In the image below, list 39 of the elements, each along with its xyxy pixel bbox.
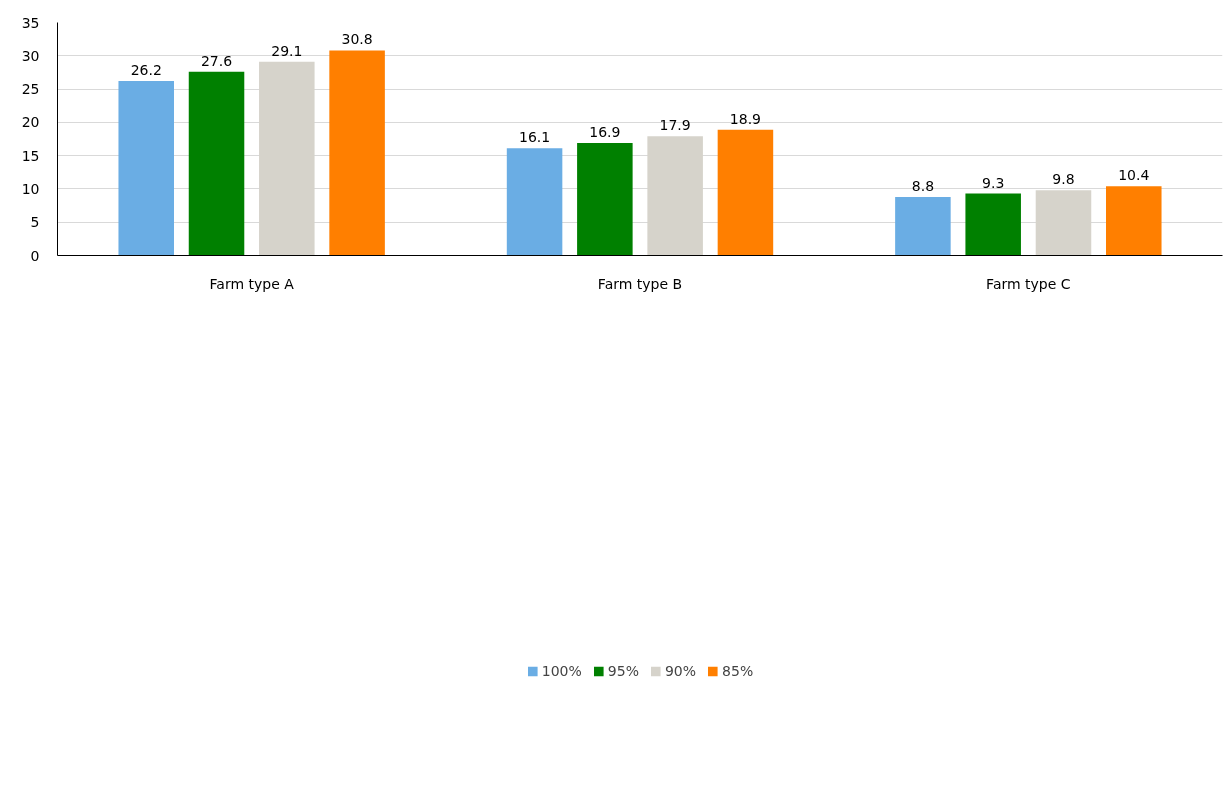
bar <box>506 148 563 256</box>
data-label: 16.9 <box>589 123 621 140</box>
legend-label: 100% <box>541 663 582 679</box>
bar <box>577 142 633 256</box>
data-label: 10.4 <box>1118 167 1150 184</box>
data-label: 27.6 <box>200 52 233 69</box>
data-label: 17.9 <box>659 117 691 134</box>
x-tick-label: Farm type C <box>986 275 1071 292</box>
bar <box>717 129 774 256</box>
data-label: 9.8 <box>1052 171 1075 188</box>
bar <box>965 193 1021 256</box>
bar <box>188 71 245 256</box>
bar <box>647 136 703 256</box>
legend-label: 95% <box>607 663 639 679</box>
y-tick-label: 30 <box>21 47 40 64</box>
x-tick-label: Farm type B <box>597 275 683 292</box>
bar <box>329 50 385 256</box>
legend-label: 85% <box>722 663 754 679</box>
data-label: 29.1 <box>271 42 303 59</box>
y-tick-label: 15 <box>21 147 40 164</box>
data-label: 16.1 <box>518 129 551 146</box>
bar <box>895 196 951 256</box>
data-label: 30.8 <box>341 31 373 48</box>
x-tick-label: Farm type A <box>209 275 295 292</box>
data-label: 26.2 <box>130 62 162 79</box>
y-tick-label: 25 <box>21 81 40 98</box>
bar <box>1035 190 1092 256</box>
y-tick-label: 0 <box>30 247 40 264</box>
data-label: 18.9 <box>729 110 762 127</box>
bar <box>1106 186 1162 256</box>
legend-label: 90% <box>664 663 697 679</box>
data-label: 9.3 <box>982 174 1005 191</box>
y-tick-label: 20 <box>21 114 40 131</box>
bar <box>259 61 315 256</box>
y-tick-label: 10 <box>21 180 40 197</box>
data-label: 8.8 <box>911 177 935 194</box>
y-tick-label: 5 <box>30 214 40 231</box>
y-tick-label: 35 <box>21 14 40 31</box>
bar <box>118 81 174 256</box>
